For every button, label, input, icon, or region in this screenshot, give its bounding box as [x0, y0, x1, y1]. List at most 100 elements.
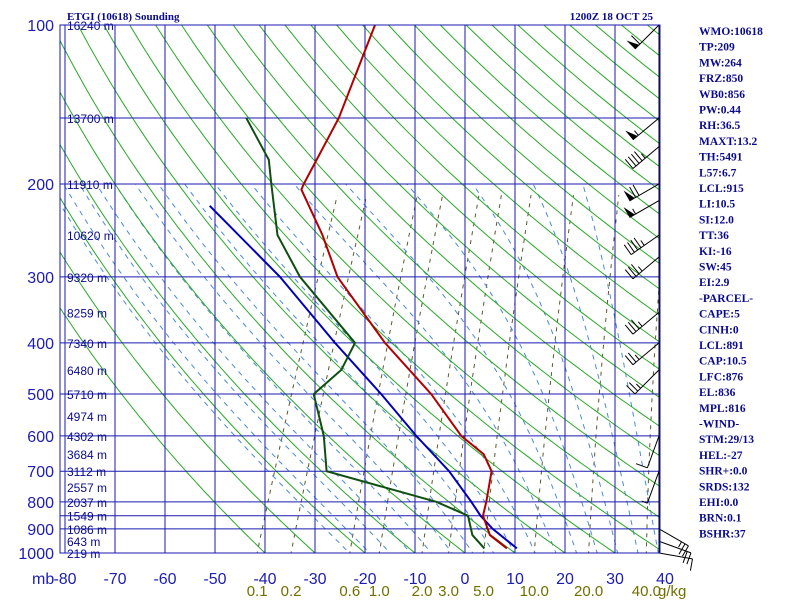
moist-adiabat: [157, 183, 474, 553]
mixing-ratio-line: [290, 194, 368, 553]
temperature-tick-label: -10: [403, 571, 426, 588]
index-value: TH:5491: [699, 152, 743, 164]
temperature-tick-label: 0: [461, 571, 470, 588]
dry-adiabat: [517, 25, 660, 145]
barb-half-feather: [640, 153, 646, 159]
barb-feather: [635, 463, 648, 469]
mixing-ratio-line: [349, 194, 418, 553]
barb-feather: [626, 385, 636, 395]
wind-barb: [635, 435, 660, 469]
dry-adiabat: [129, 25, 660, 551]
parcel-trace: [208, 205, 518, 550]
barb-half-feather: [637, 321, 643, 327]
pressure-tick-label: 300: [27, 270, 54, 287]
index-value: LCL:891: [699, 340, 744, 352]
valid-time: 1200Z 18 OCT 25: [570, 11, 654, 23]
pressure-tick-label: 200: [27, 177, 54, 194]
mixing-ratio-label: 20.0: [574, 583, 603, 600]
height-label: 3112 m: [67, 465, 106, 479]
isobar-isotherm-grid: [60, 25, 660, 553]
wind-barb: [658, 528, 689, 557]
index-value: LFC:876: [699, 371, 743, 383]
index-value: SHR+:0.0: [699, 466, 748, 478]
dry-adiabat: [568, 25, 660, 100]
height-label: 9320 m: [67, 271, 107, 285]
barb-feather: [627, 352, 637, 363]
dry-adiabat: [620, 25, 660, 57]
wind-barb-column: [623, 24, 693, 571]
barb-staff: [634, 369, 660, 395]
index-value: FRZ:850: [699, 73, 743, 85]
dry-adiabat: [668, 1, 800, 564]
index-value: TT:36: [699, 230, 729, 242]
pressure-tick-label: 400: [27, 336, 54, 353]
wind-barb: [624, 311, 660, 335]
wind-barb: [658, 552, 693, 571]
barb-staff: [632, 342, 660, 366]
moist-adiabat: [582, 183, 659, 553]
pressure-tick-label: 100: [27, 18, 54, 35]
index-value: MPL:816: [699, 403, 746, 415]
moist-adiabat: [78, 183, 391, 553]
pressure-tick-label: 500: [27, 387, 54, 404]
wind-barb: [624, 146, 660, 169]
dry-adiabat: [336, 25, 660, 317]
dry-adiabat: [60, 251, 316, 553]
moist-adiabat: [95, 183, 412, 553]
barb-feather: [630, 239, 639, 251]
barb-staff: [658, 528, 689, 547]
barb-feather: [629, 186, 637, 198]
barb-feather: [678, 543, 686, 555]
index-value: EI:2.9: [699, 277, 730, 289]
height-label: 13700 m: [67, 112, 114, 126]
moist-adiabat: [472, 183, 619, 553]
index-value: EHI:0.0: [699, 497, 739, 509]
barb-staff: [634, 24, 660, 50]
height-label: 5710 m: [67, 388, 107, 402]
index-value: TP:209: [699, 42, 735, 54]
temperature-tick-label: 40: [656, 571, 674, 588]
dry-adiabat: [60, 143, 416, 553]
index-value: WB0:856: [699, 89, 745, 101]
mixing-ratio-label: 0.1: [247, 583, 268, 600]
index-value: LI:10.5: [699, 199, 735, 211]
barb-staff: [658, 552, 693, 560]
barb-feather: [627, 156, 637, 167]
temperature-tick-label: -80: [53, 571, 76, 588]
wind-barb: [625, 117, 660, 141]
barb-feather: [627, 242, 635, 253]
barb-feather: [689, 558, 693, 571]
dry-adiabat: [60, 196, 366, 553]
dry-adiabat: [491, 25, 660, 168]
plot-frame: [59, 24, 661, 554]
height-label: 8259 m: [67, 306, 107, 320]
temperature-tick-label: -20: [353, 571, 376, 588]
barb-staff: [632, 256, 660, 280]
index-value: -WIND-: [699, 419, 739, 431]
index-value: WMO:10618: [699, 26, 763, 38]
barb-staff: [632, 146, 660, 169]
wind-barb: [641, 471, 660, 504]
barb-feather: [630, 264, 640, 275]
wind-barb: [623, 200, 660, 218]
barb-staff: [646, 435, 660, 468]
index-value: MW:264: [699, 57, 742, 69]
barb-feather: [633, 237, 642, 249]
pressure-unit-label: mb: [32, 571, 54, 588]
barb-half-feather: [634, 130, 639, 136]
height-label: 1549 m: [67, 510, 107, 524]
height-label: 6480 m: [67, 364, 107, 378]
mixing-ratio-line: [588, 195, 620, 553]
barb-staff: [658, 540, 692, 554]
dry-adiabat: [361, 25, 660, 290]
barb-feather: [630, 153, 640, 164]
pressure-tick-label: 1000: [18, 546, 54, 563]
moist-adiabats: [60, 183, 659, 553]
dry-adiabat: [60, 39, 516, 553]
index-value: RH:36.5: [699, 120, 740, 132]
barb-staff: [632, 311, 660, 335]
pressure-tick-label: 900: [27, 522, 54, 539]
mixing-ratio-line: [645, 267, 660, 553]
moist-adiabat: [345, 183, 578, 553]
